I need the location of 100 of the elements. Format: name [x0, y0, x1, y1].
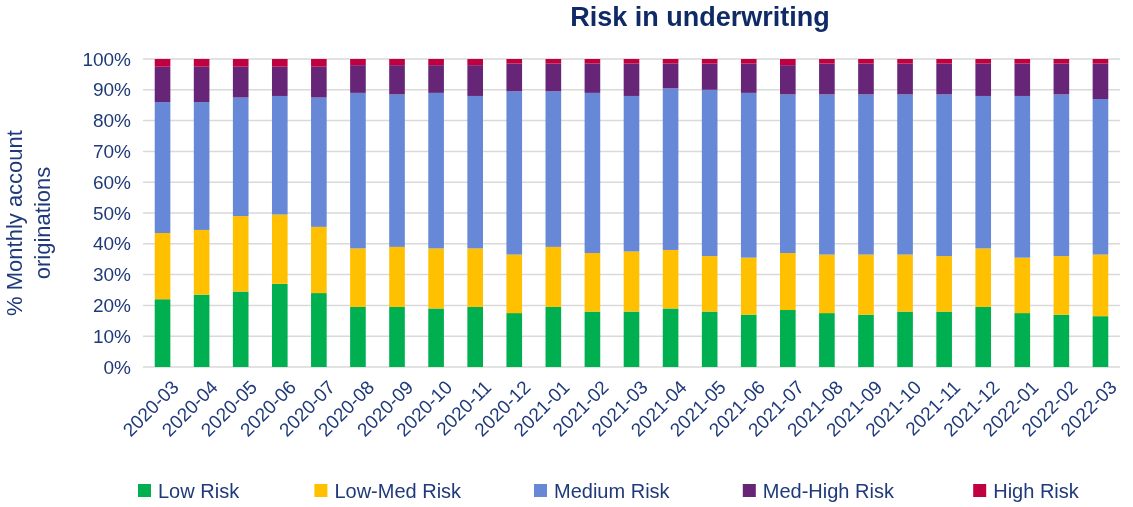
bar	[819, 63, 835, 95]
bar	[1092, 316, 1109, 367]
bar	[389, 65, 405, 95]
bar	[545, 59, 562, 64]
bar	[1053, 63, 1070, 95]
bar	[584, 311, 601, 367]
bar	[1014, 63, 1031, 96]
y-tick-label: 80%	[92, 110, 132, 132]
bar	[193, 294, 210, 367]
bar	[467, 306, 483, 367]
legend-label: High Risk	[993, 480, 1080, 502]
bar	[780, 65, 796, 95]
bar	[897, 59, 913, 64]
bar	[1014, 95, 1031, 258]
bar	[584, 63, 601, 93]
bar	[662, 59, 679, 64]
bar	[936, 59, 952, 64]
bar	[975, 248, 992, 307]
bar	[350, 59, 366, 66]
bar	[897, 94, 913, 255]
bar	[662, 63, 679, 89]
bar	[154, 102, 171, 234]
bar	[193, 102, 210, 230]
bar	[467, 248, 483, 307]
bar	[389, 306, 405, 367]
bar	[193, 66, 210, 103]
bar	[623, 59, 640, 64]
bar	[897, 63, 913, 95]
y-tick-label: 30%	[92, 264, 132, 286]
bar	[780, 59, 796, 66]
bar	[311, 66, 327, 98]
bar	[975, 306, 992, 367]
bar	[232, 66, 249, 98]
bar	[936, 311, 952, 367]
bar	[584, 59, 601, 64]
bar	[350, 248, 366, 307]
y-tick-label: 10%	[92, 325, 132, 347]
bar	[311, 226, 327, 294]
bar	[819, 313, 835, 367]
bar	[662, 308, 679, 367]
bar	[271, 214, 288, 284]
bar	[780, 94, 796, 254]
y-tick-label: 40%	[92, 233, 132, 255]
bar	[740, 59, 757, 64]
bar	[936, 63, 952, 95]
bar	[271, 59, 288, 67]
y-tick-label: 20%	[92, 295, 132, 317]
bar	[1092, 99, 1109, 255]
legend-label: Med-High Risk	[762, 480, 895, 502]
bar	[701, 311, 718, 367]
bar	[311, 293, 327, 367]
bar	[428, 308, 444, 367]
bar	[780, 310, 796, 367]
bar	[740, 63, 757, 93]
bar	[154, 59, 171, 67]
bar	[584, 253, 601, 312]
bar	[740, 92, 757, 258]
y-tick-label: 0%	[103, 356, 132, 378]
bar	[1053, 94, 1070, 257]
legend-label: Medium Risk	[554, 480, 671, 502]
bar	[271, 95, 288, 215]
bar	[232, 291, 249, 367]
bar	[897, 254, 913, 312]
bar	[193, 59, 210, 67]
bar	[1092, 59, 1109, 64]
bar	[780, 253, 796, 311]
y-tick-label: 100%	[82, 48, 132, 70]
bar	[389, 94, 405, 247]
bar	[740, 257, 757, 315]
bar	[311, 59, 327, 67]
bar	[858, 254, 874, 315]
bar	[662, 249, 679, 309]
bar	[858, 314, 874, 367]
bar	[428, 65, 444, 93]
bar	[701, 256, 718, 312]
legend-label: Low Risk	[158, 480, 241, 502]
bar	[1053, 256, 1070, 315]
bar	[389, 246, 405, 307]
bar	[506, 91, 523, 255]
bar	[545, 91, 562, 247]
bar	[467, 65, 483, 96]
bar	[428, 59, 444, 66]
bar	[623, 95, 640, 252]
bar	[1053, 314, 1070, 367]
bar	[232, 216, 249, 292]
y-tick-label: 60%	[92, 171, 132, 193]
bar	[858, 94, 874, 255]
bar	[819, 254, 835, 314]
bar	[154, 66, 171, 103]
bar	[819, 59, 835, 64]
bar	[389, 59, 405, 66]
bar	[467, 95, 483, 249]
bar	[350, 306, 366, 367]
chart-title: Risk in underwriting	[570, 2, 830, 32]
bar	[1014, 257, 1031, 314]
bar	[623, 63, 640, 96]
bar	[858, 59, 874, 64]
bar	[662, 88, 679, 250]
bar	[1014, 59, 1031, 64]
bar	[545, 246, 562, 307]
